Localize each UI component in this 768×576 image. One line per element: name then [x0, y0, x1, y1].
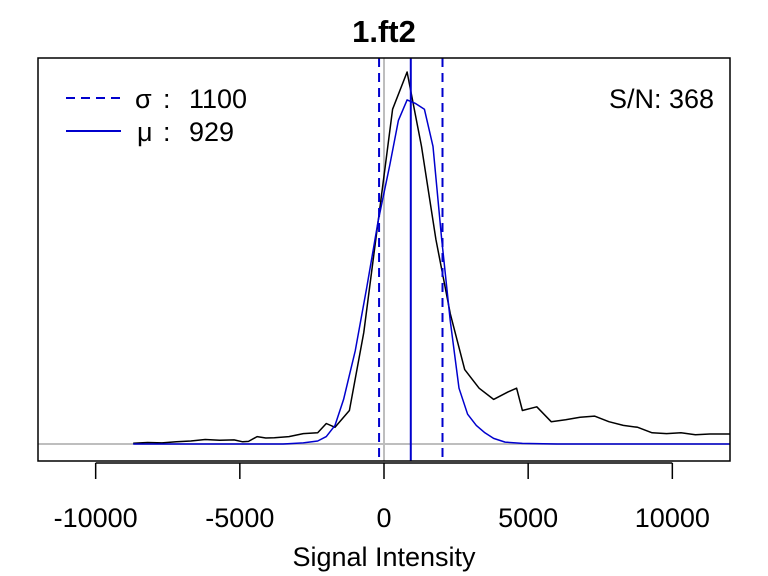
legend-mu-sep: :	[163, 117, 171, 147]
legend-mu-symbol: μ	[137, 117, 153, 147]
density-line	[133, 71, 730, 445]
plot-area	[38, 58, 730, 461]
x-tick-label: -5000	[205, 503, 274, 533]
x-tick-label: 0	[376, 503, 391, 533]
plot-frame	[37, 57, 731, 462]
legend-mu-value: 929	[189, 117, 234, 147]
legend: σ : 1100 μ : 929	[66, 84, 247, 147]
x-tick-label: 10000	[635, 503, 710, 533]
gaussian-fit-line	[133, 99, 730, 445]
x-tick-label: -10000	[54, 503, 138, 533]
signal-to-noise-annotation: S/N: 368	[609, 84, 714, 114]
x-tick-label: 5000	[498, 503, 558, 533]
x-axis: -10000 -5000 0 5000 10000	[54, 462, 710, 533]
legend-sigma-symbol: σ	[135, 84, 152, 114]
x-axis-label: Signal Intensity	[292, 542, 476, 572]
legend-sigma-sep: :	[163, 84, 171, 114]
chart-title: 1.ft2	[352, 14, 416, 49]
legend-sigma-value: 1100	[189, 84, 247, 114]
plot-content	[38, 58, 730, 461]
